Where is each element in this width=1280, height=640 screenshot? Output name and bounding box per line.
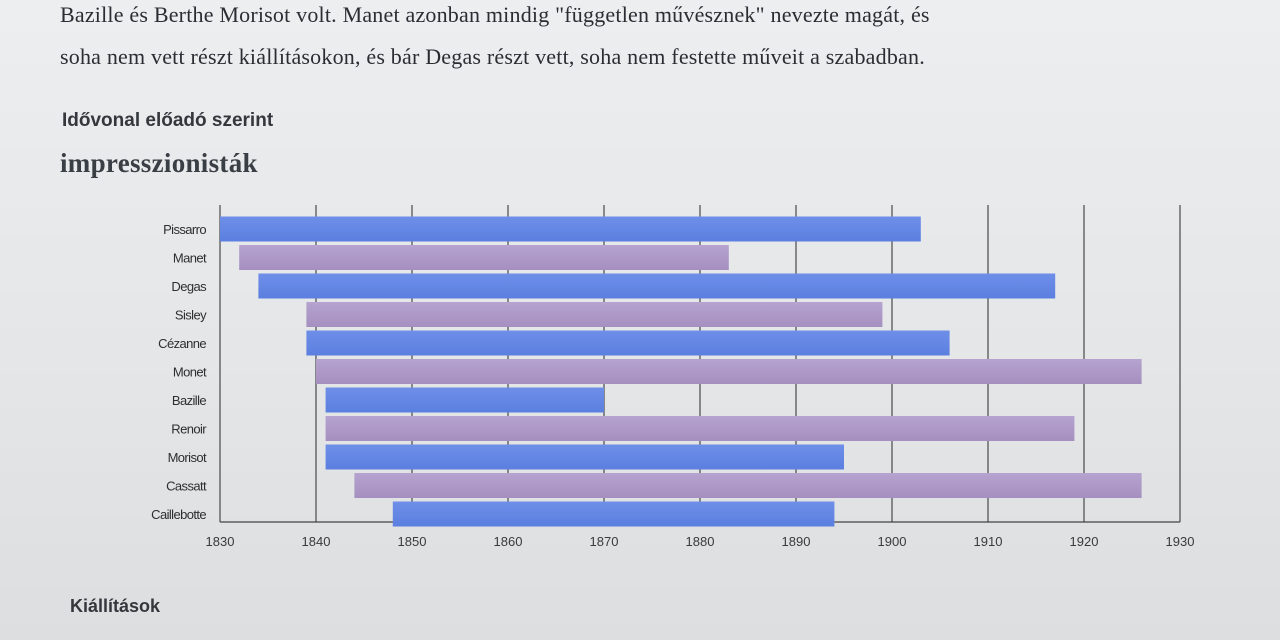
x-tick-label-1850: 1850	[398, 534, 427, 549]
category-label-manet: Manet	[173, 251, 207, 266]
bar-degas	[258, 273, 1056, 299]
x-tick-label-1890: 1890	[782, 534, 811, 549]
bar-morisot	[325, 444, 845, 470]
category-label-degas: Degas	[171, 279, 207, 294]
category-label-pissarro: Pissarro	[163, 222, 206, 237]
bar-monet	[316, 359, 1142, 384]
x-tick-label-1920: 1920	[1070, 534, 1099, 549]
bar-caillebotte	[392, 501, 835, 527]
category-label-morisot: Morisot	[168, 450, 207, 465]
intro-paragraph: Bazille és Berthe Morisot volt. Manet az…	[60, 0, 1260, 78]
x-tick-label-1830: 1830	[206, 534, 235, 549]
x-tick-label-1900: 1900	[878, 534, 907, 549]
category-label-sisley: Sisley	[175, 308, 207, 323]
bar-cassatt	[354, 473, 1142, 498]
category-label-czanne: Cézanne	[158, 336, 206, 351]
bar-czanne	[306, 330, 950, 356]
bar-bazille	[325, 387, 604, 413]
bar-renoir	[325, 416, 1075, 441]
intro-line-1: Bazille és Berthe Morisot volt. Manet az…	[60, 2, 930, 27]
category-label-monet: Monet	[173, 365, 207, 380]
x-tick-label-1840: 1840	[302, 534, 331, 549]
next-section-heading: Kiállítások	[70, 596, 161, 616]
section-heading: Idővonal előadó szerint	[62, 110, 274, 131]
x-tick-label-1910: 1910	[974, 534, 1003, 549]
x-tick-label-1870: 1870	[590, 534, 619, 549]
x-tick-label-1860: 1860	[494, 534, 523, 549]
category-label-bazille: Bazille	[172, 393, 206, 408]
x-tick-label-1880: 1880	[686, 534, 715, 549]
category-label-cassatt: Cassatt	[166, 479, 207, 494]
intro-line-2: soha nem vett részt kiállításokon, és bá…	[60, 44, 925, 69]
category-label-renoir: Renoir	[171, 422, 207, 437]
bar-sisley	[306, 302, 883, 327]
bar-pissarro	[220, 216, 921, 242]
chart-title: impresszionisták	[60, 148, 258, 178]
x-tick-label-1930: 1930	[1166, 534, 1195, 549]
category-label-caillebotte: Caillebotte	[151, 507, 206, 522]
bar-manet	[239, 245, 729, 270]
